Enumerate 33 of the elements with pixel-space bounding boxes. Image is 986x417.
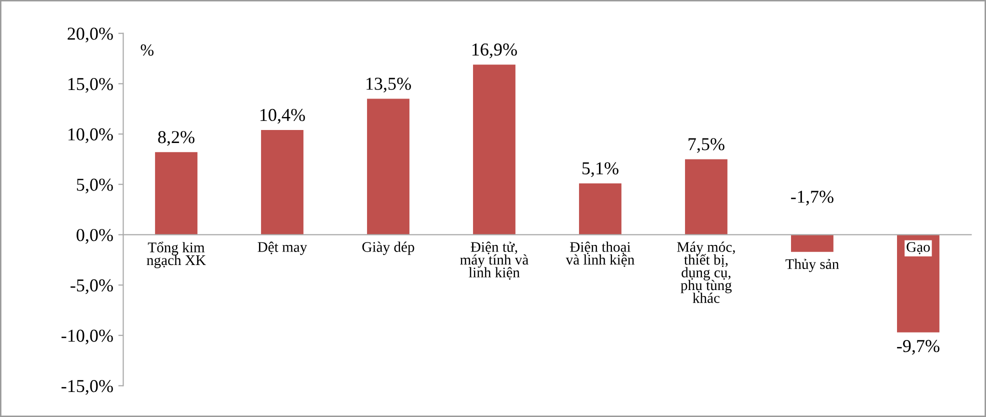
x-tick-label: Thủy sản xyxy=(786,258,839,272)
y-tick-label: 15,0% xyxy=(68,78,113,93)
x-tick-label: Giày dép xyxy=(362,242,414,255)
y-tick-label: 10,0% xyxy=(68,128,113,144)
data-label: 16,9% xyxy=(472,43,517,58)
data-label: 5,1% xyxy=(582,162,618,178)
y-tick-label: -15,0% xyxy=(62,380,113,395)
y-tick-label: -10,0% xyxy=(62,330,113,344)
y-axis-title: % xyxy=(140,44,154,56)
bar xyxy=(579,183,622,235)
y-tick-label: 20,0% xyxy=(68,28,113,42)
data-label: 7,5% xyxy=(688,138,724,153)
x-tick-label: Điện thoại và linh kiện xyxy=(566,242,634,267)
bar xyxy=(897,234,940,332)
bar xyxy=(791,234,834,252)
data-label: -9,7% xyxy=(897,340,940,355)
x-tick-label: Máy móc, thiết bị, dụng cụ, phụ tùng khác xyxy=(677,242,735,303)
data-label: 10,4% xyxy=(260,108,305,124)
y-tick-label: 5,0% xyxy=(76,178,113,194)
data-label: 13,5% xyxy=(366,78,411,92)
bar xyxy=(155,152,198,235)
bar xyxy=(367,98,410,235)
bar xyxy=(261,130,304,235)
bar xyxy=(685,159,728,235)
data-label: -1,7% xyxy=(791,190,834,206)
x-tick-label: Dệt may xyxy=(258,242,308,255)
data-label: 8,2% xyxy=(158,131,194,146)
y-tick-label: 0,0% xyxy=(76,228,113,244)
x-tick-label: Tổng kim ngạch XK xyxy=(146,242,206,268)
x-tick-label: Gạo xyxy=(906,242,930,254)
bar xyxy=(473,64,516,235)
x-tick-label: Điện tử, máy tính và linh kiện xyxy=(460,242,528,280)
y-tick-label: -5,0% xyxy=(70,279,113,294)
